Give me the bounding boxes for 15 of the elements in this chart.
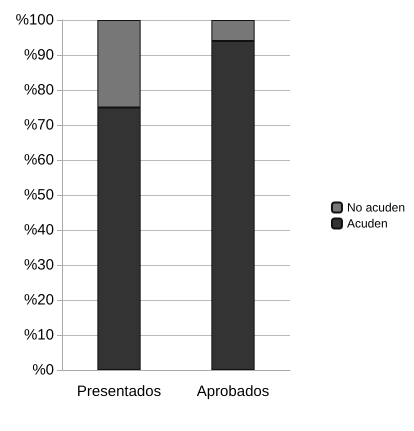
x-tick-label: Aprobados	[196, 383, 270, 400]
y-tick-label: %50	[24, 186, 54, 204]
y-tick-label: %0	[32, 362, 54, 378]
y-tick-label: %90	[24, 46, 54, 64]
legend-label: Acuden	[346, 216, 388, 230]
y-tick-label: %100	[16, 12, 54, 28]
y-tick-label: %60	[24, 152, 54, 168]
y-tick-label: %40	[24, 222, 54, 238]
y-tick-label: %80	[24, 82, 54, 98]
legend-label: No acuden	[346, 200, 406, 214]
y-tick-label: %10	[24, 326, 54, 344]
y-tick-label: %30	[24, 256, 54, 274]
y-tick-label: %20	[24, 292, 54, 308]
y-tick-label: %70	[24, 116, 54, 134]
x-tick-label: Presentados	[76, 383, 162, 400]
